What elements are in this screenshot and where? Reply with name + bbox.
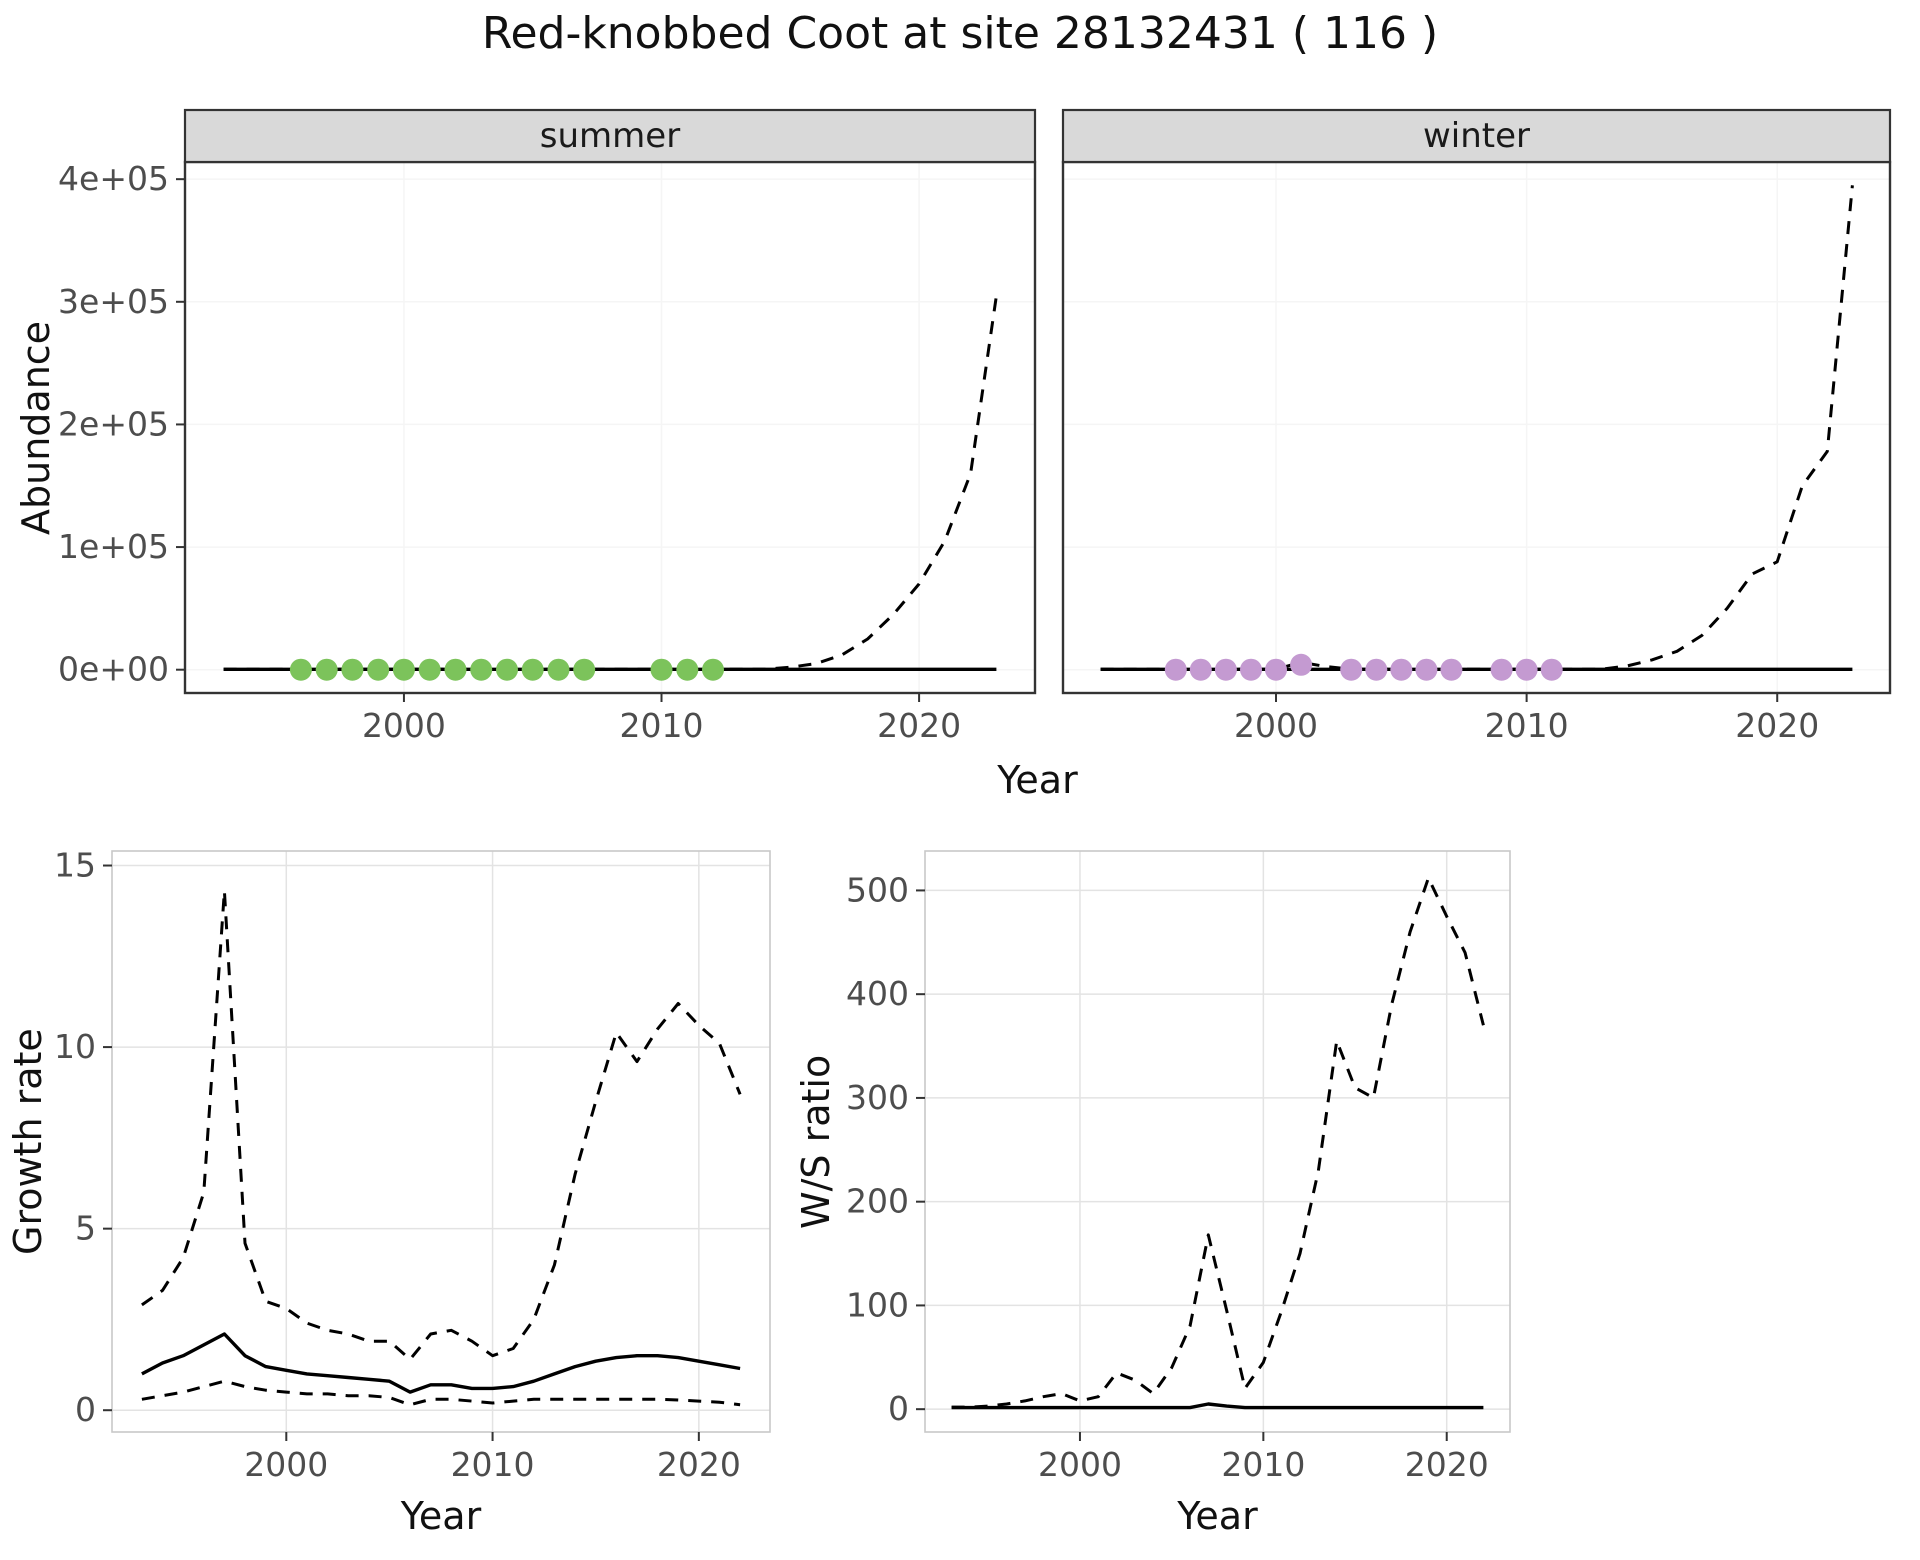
svg-text:2010: 2010 <box>620 706 704 745</box>
ws-year-axis-label: Year <box>1177 1494 1258 1538</box>
figure-title: Red-knobbed Coot at site 28132431 ( 116 … <box>481 8 1439 59</box>
svg-text:2000: 2000 <box>362 706 446 745</box>
svg-text:2e+05: 2e+05 <box>58 404 169 443</box>
svg-text:2020: 2020 <box>877 706 961 745</box>
ws-ratio-chart: 2000 2010 2020 0 100 200 300 400 500 <box>846 850 1511 1484</box>
svg-text:500: 500 <box>846 870 909 909</box>
svg-text:3e+05: 3e+05 <box>58 282 169 321</box>
svg-text:300: 300 <box>846 1078 909 1117</box>
summer-abundance-chart: 2000 2010 2020 0e+00 1e+05 2e+05 3e+05 4e+05 sum… <box>58 108 1037 745</box>
growth-year-axis-label: Year <box>400 1494 482 1538</box>
svg-text:winter: winter <box>1423 116 1530 156</box>
svg-text:0e+00: 0e+00 <box>58 650 169 689</box>
svg-text:2010: 2010 <box>1221 1445 1305 1484</box>
svg-text:2000: 2000 <box>1038 1445 1122 1484</box>
abundance-axis-label: Abundance <box>14 320 58 535</box>
svg-text:2020: 2020 <box>1405 1445 1489 1484</box>
svg-text:200: 200 <box>846 1182 909 1221</box>
svg-text:10: 10 <box>54 1027 96 1066</box>
svg-text:4e+05: 4e+05 <box>58 159 169 198</box>
svg-text:0: 0 <box>888 1389 909 1428</box>
svg-text:2000: 2000 <box>244 1445 328 1484</box>
svg-text:2000: 2000 <box>1234 706 1318 745</box>
growth-rate-chart: 2000 2010 2020 0 5 10 15 <box>54 846 771 1484</box>
top-year-axis-label: Year <box>997 758 1078 802</box>
svg-text:2010: 2010 <box>451 1445 535 1484</box>
svg-text:400: 400 <box>846 974 909 1013</box>
winter-abundance-chart: 2000 2010 2020 winter <box>1061 108 1892 745</box>
svg-text:1e+05: 1e+05 <box>58 527 169 566</box>
svg-text:2010: 2010 <box>1485 706 1569 745</box>
svg-text:15: 15 <box>54 846 96 885</box>
svg-text:2020: 2020 <box>657 1445 741 1484</box>
svg-text:100: 100 <box>846 1285 909 1324</box>
svg-text:5: 5 <box>75 1209 96 1248</box>
svg-text:0: 0 <box>75 1390 96 1429</box>
svg-text:summer: summer <box>540 116 680 156</box>
svg-text:2020: 2020 <box>1735 706 1819 745</box>
